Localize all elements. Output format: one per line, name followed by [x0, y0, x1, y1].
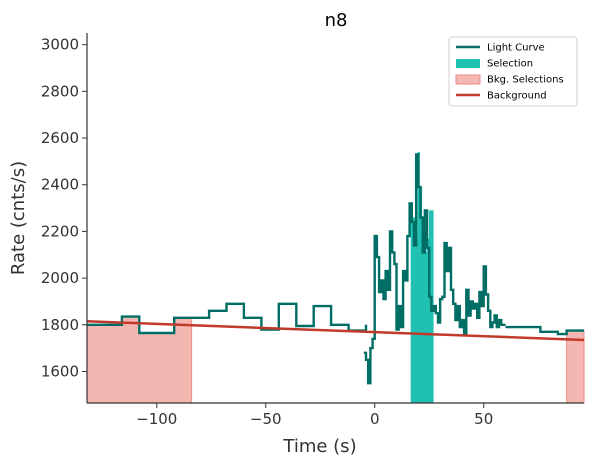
light-curve-tail-segment: [505, 325, 584, 336]
y-tick-label: 2600: [41, 129, 79, 147]
x-tick-label: 0: [370, 410, 380, 428]
light-curve-low-segment: [87, 302, 368, 335]
y-tick-label: 2400: [41, 176, 79, 194]
x-tick-label: −100: [136, 410, 177, 428]
y-tick-label: 2800: [41, 82, 79, 100]
legend-box: [448, 36, 578, 107]
legend-label: Bkg. Selections: [487, 75, 564, 86]
y-tick-label: 3000: [41, 36, 79, 54]
ticks: −100 −50 0 50 1600 1800 2000 2200 2400 2600 2800 30…: [41, 36, 493, 428]
x-axis-label: Time (s): [282, 436, 356, 457]
light-curve-layer: [87, 153, 584, 385]
legend-label: Background: [487, 91, 547, 102]
y-tick-label: 2000: [41, 269, 79, 287]
x-tick-label: −50: [250, 410, 282, 428]
legend-label: Selection: [487, 59, 533, 70]
bkg-selection-region: [566, 330, 585, 404]
y-tick-label: 2200: [41, 222, 79, 240]
legend-label: Light Curve: [487, 43, 545, 54]
legend-patch-swatch: [456, 59, 480, 68]
light-curve-burst-segment: [363, 153, 506, 385]
chart-title: n8: [325, 10, 348, 31]
legend: Light Curve Selection Bkg. Selections Backg…: [448, 36, 578, 107]
selection-layer: [410, 152, 434, 403]
background-fit-line: [86, 320, 585, 342]
selection-region: [410, 152, 434, 403]
background-fit-layer: [86, 320, 585, 342]
axes: [86, 33, 584, 404]
legend-patch-swatch: [455, 74, 481, 85]
y-axis-label: Rate (cnts/s): [8, 161, 29, 275]
y-tick-label: 1800: [41, 316, 79, 334]
x-tick-label: 50: [474, 410, 493, 428]
y-tick-label: 1600: [41, 362, 79, 380]
